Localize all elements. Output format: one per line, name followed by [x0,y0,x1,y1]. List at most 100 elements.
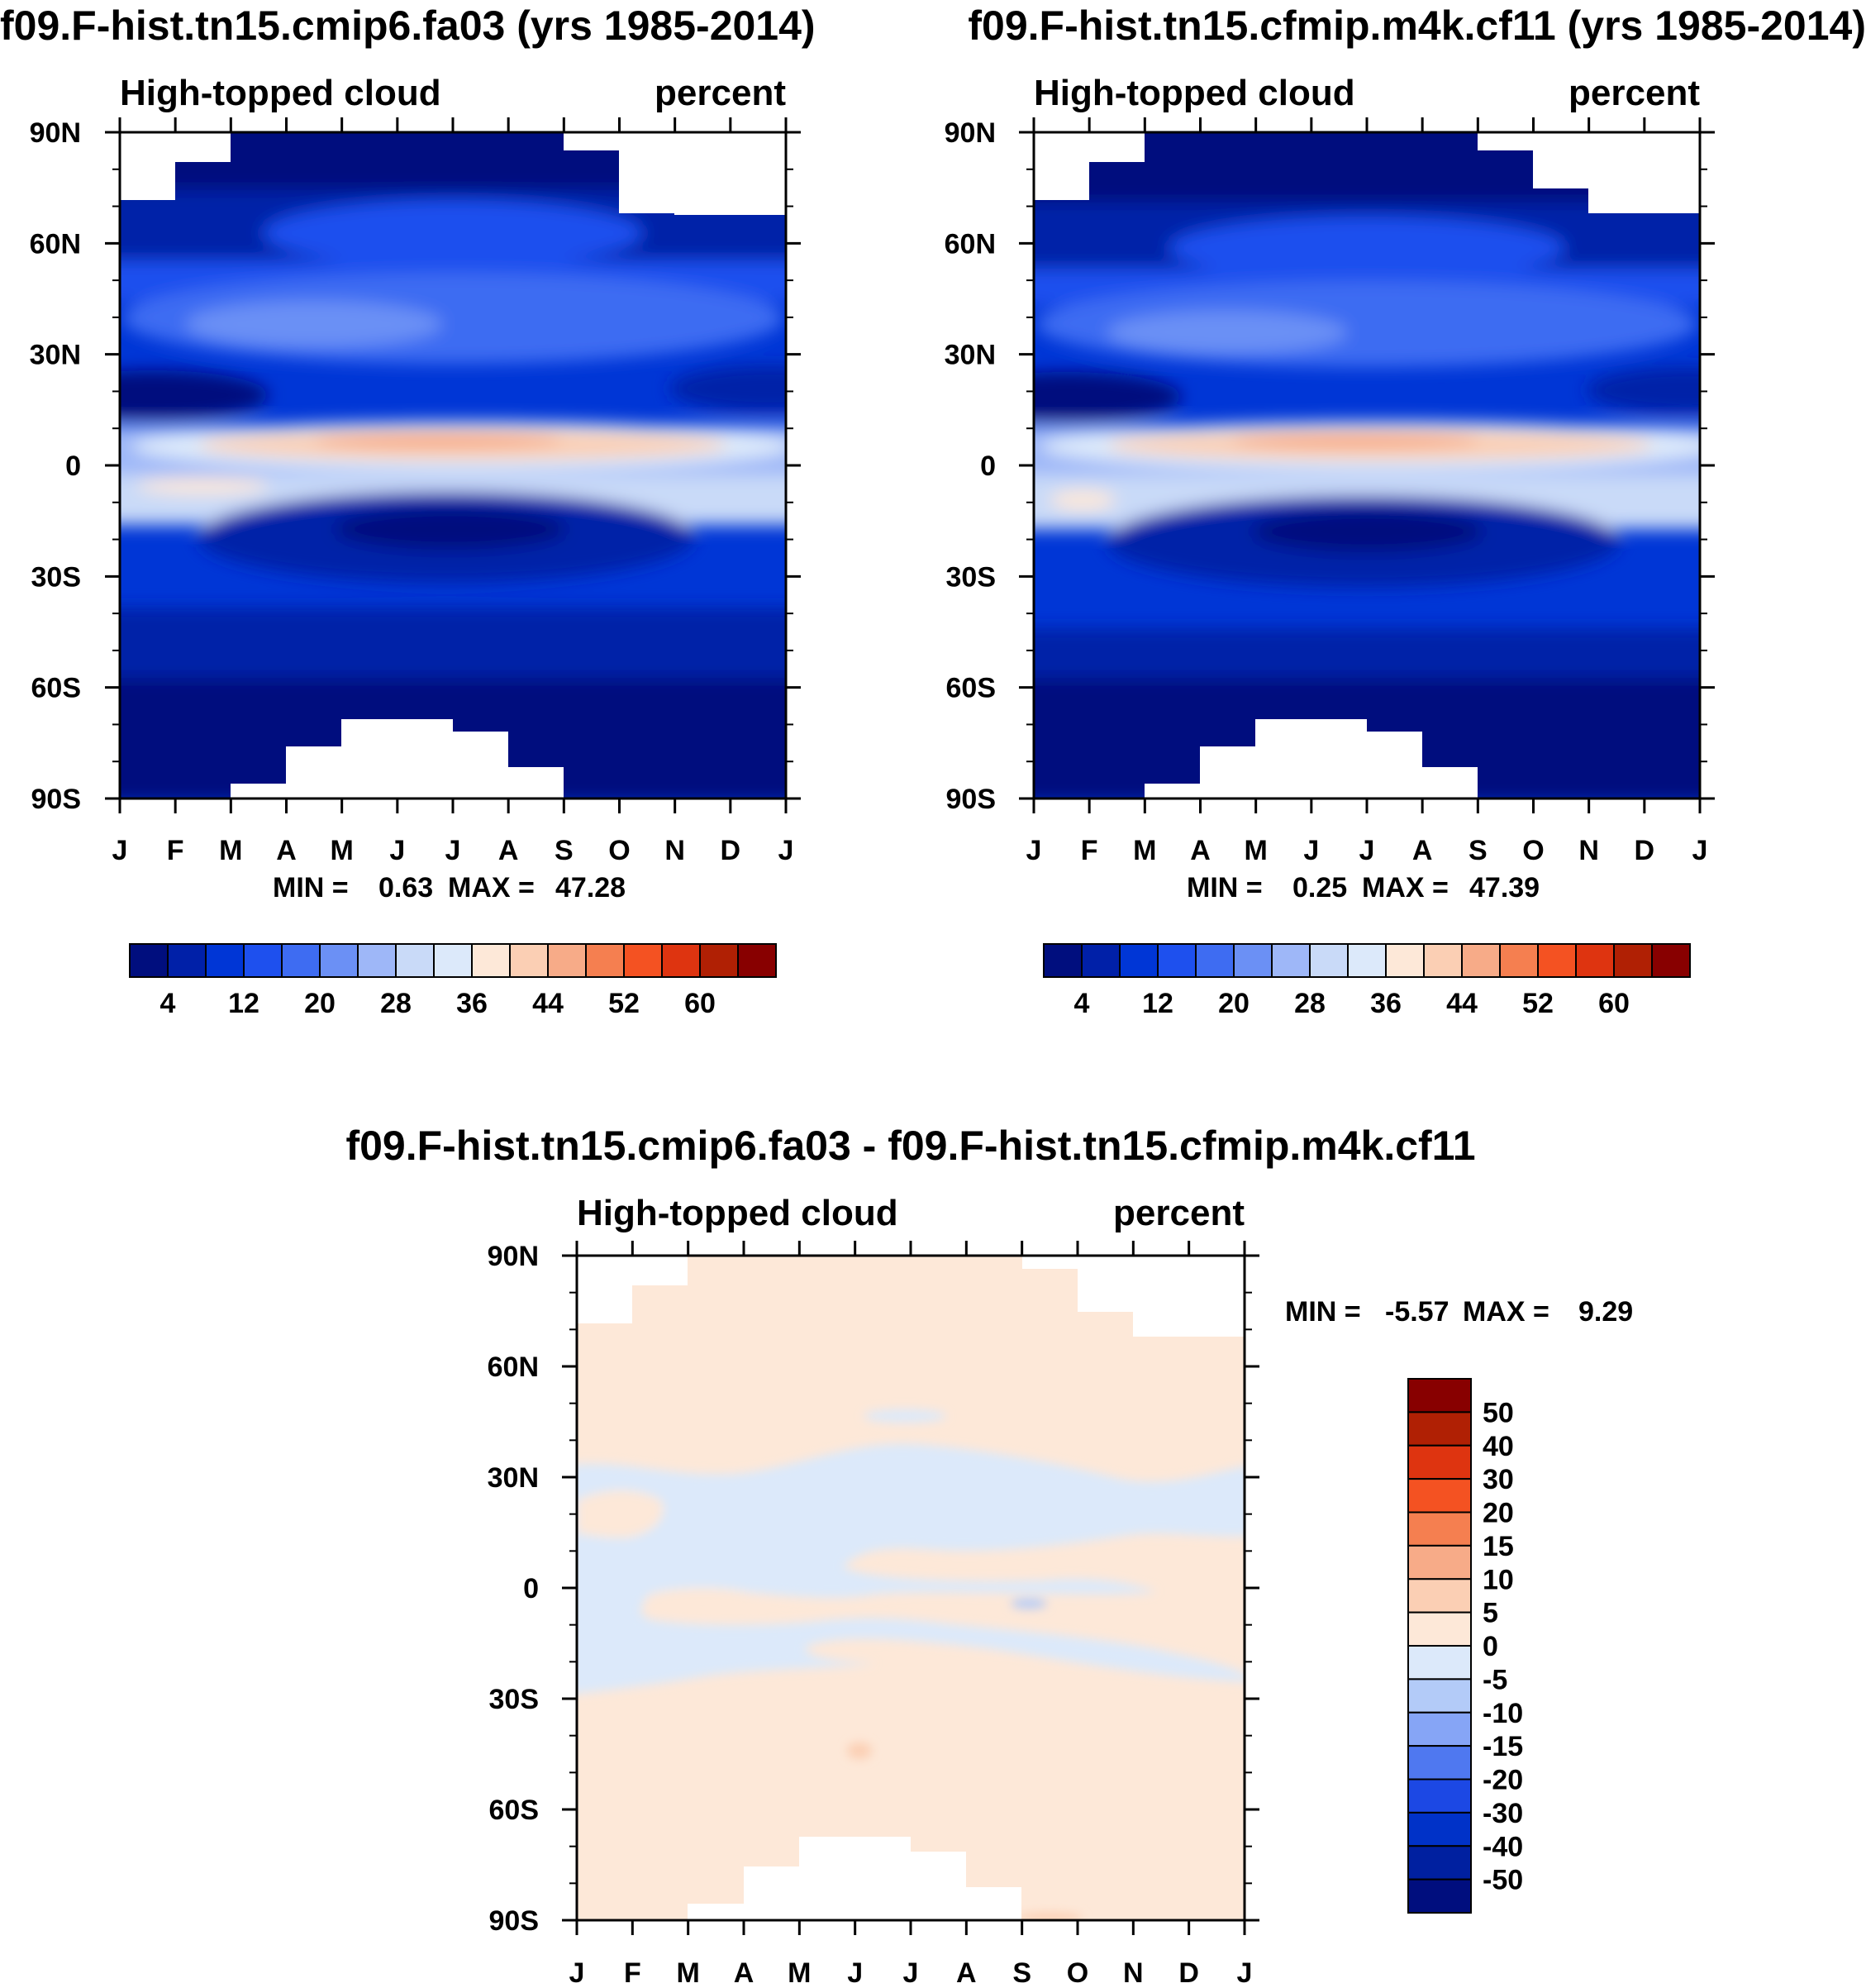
colorbar-tick-label: 60 [1598,988,1630,1019]
panel-1-max-label: MAX = [448,872,535,903]
band-negative-dot [1011,1599,1047,1609]
panel-1-max-value: 47.28 [555,872,626,903]
x-tick-label: O [608,835,630,866]
colorbar-swatch [1407,1845,1472,1881]
x-tick-label: S [1012,1957,1031,1988]
missing-ne [577,1256,632,1323]
band-north-lobe [263,200,643,266]
colorbar-swatch [1407,1711,1472,1747]
y-tick-label: 30S [946,561,997,593]
x-tick-label: J [445,835,461,866]
colorbar-swatch [1407,1378,1472,1414]
x-tick-label: M [219,835,242,866]
colorbar-swatch [1651,943,1691,978]
colorbar-tick-label: 28 [1294,988,1326,1019]
missing-sp [508,767,564,799]
missing-sp [966,1887,1021,1920]
band-positive-rim [1016,1913,1083,1920]
y-tick-label: 0 [980,451,996,482]
x-tick-label: A [956,1957,977,1988]
colorbar-swatch [1119,943,1159,978]
band-subtrop-left [1034,372,1182,422]
band-itcz-orange [1231,431,1479,448]
panel-2-field-bands [1034,132,1700,799]
panel-2-ticks [1019,117,1715,813]
panel-3-max-label: MAX = [1463,1296,1549,1328]
x-tick-label: J [1237,1957,1253,1988]
y-tick-label: 90N [30,117,81,149]
panel-1: f09.F-hist.tn15.cmip6.fa03 (yrs 1985-201… [0,2,816,1019]
band-negative-subtrop [577,1443,1245,1695]
panel-3-missing [577,1256,1245,1920]
missing-nw [674,132,786,215]
colorbar-swatch [1613,943,1653,978]
band-eq-pale [1050,490,1116,510]
colorbar-swatch [1407,1878,1472,1914]
colorbar-swatch [281,943,321,978]
x-tick-label: D [1178,1957,1199,1988]
x-tick-label: M [331,835,354,866]
colorbar-swatch [1407,1678,1472,1714]
colorbar-tick-label: 50 [1483,1397,1514,1428]
band-south-core [1252,511,1483,552]
colorbar-swatch [699,943,739,978]
colorbar-tick-label: 52 [608,988,640,1019]
y-tick-label: 30S [489,1684,540,1715]
missing-sp [1422,767,1478,799]
missing-sp [911,1852,966,1920]
colorbar-tick-label: 30 [1483,1464,1514,1495]
y-tick-label: 60S [489,1795,540,1826]
x-tick-label: S [1469,835,1488,866]
band-north-pale [1107,311,1347,354]
colorbar-swatch [737,943,777,978]
x-tick-label: S [555,835,574,866]
missing-sp [453,732,508,799]
colorbar-swatch [1271,943,1311,978]
colorbar-swatch [1407,1478,1472,1514]
colorbar-tick-label: 12 [228,988,259,1019]
colorbar-swatch [585,943,625,978]
panel-1-ylabels: 90N 60N 30N 0 30S 60S 90S [30,117,81,815]
colorbar-swatch [1407,1645,1472,1681]
panel-1-left-label: High-topped cloud [120,73,441,113]
panel-2-missing [1034,132,1700,799]
colorbar-swatch [1407,1578,1472,1614]
x-tick-label: F [624,1957,641,1988]
x-tick-label: O [1067,1957,1088,1988]
band-eq-pale [136,478,269,494]
panel-2-min-label: MIN = [1187,872,1263,903]
x-tick-label: M [677,1957,700,1988]
panel-2-left-label: High-topped cloud [1034,73,1355,113]
colorbar-tick-label: -5 [1483,1664,1507,1695]
colorbar-swatch [129,943,169,978]
missing-ne [632,1256,688,1285]
colorbar-swatch [1385,943,1425,978]
colorbar-tick-label: 36 [456,988,488,1019]
colorbar-tick-label: 10 [1483,1564,1514,1595]
colorbar-swatch [1575,943,1615,978]
y-tick-label: 0 [523,1573,539,1604]
band-positive-lobe-eq [645,1588,760,1611]
x-tick-label: M [1133,835,1156,866]
colorbar-tick-label: 28 [380,988,412,1019]
y-tick-label: 60N [30,228,81,260]
colorbar-swatch [433,943,473,978]
x-tick-label: A [1190,835,1211,866]
band-positive-dot [847,1742,872,1759]
x-tick-label: A [276,835,297,866]
panel-1-ticks [105,117,801,813]
missing-ne [1034,132,1089,200]
panel-3: f09.F-hist.tn15.cmip6.fa03 - f09.F-hist.… [345,1123,1633,1988]
band-north-lobe [1169,217,1565,279]
x-tick-label: J [778,835,794,866]
colorbar-swatch [1407,1411,1472,1447]
colorbar-swatch [661,943,701,978]
band-south-core [335,508,566,550]
x-tick-label: N [664,835,685,866]
x-tick-label: J [112,835,128,866]
colorbar-tick-label: 5 [1483,1598,1498,1629]
x-tick-label: O [1522,835,1544,866]
band-south-mid [1034,628,1700,678]
